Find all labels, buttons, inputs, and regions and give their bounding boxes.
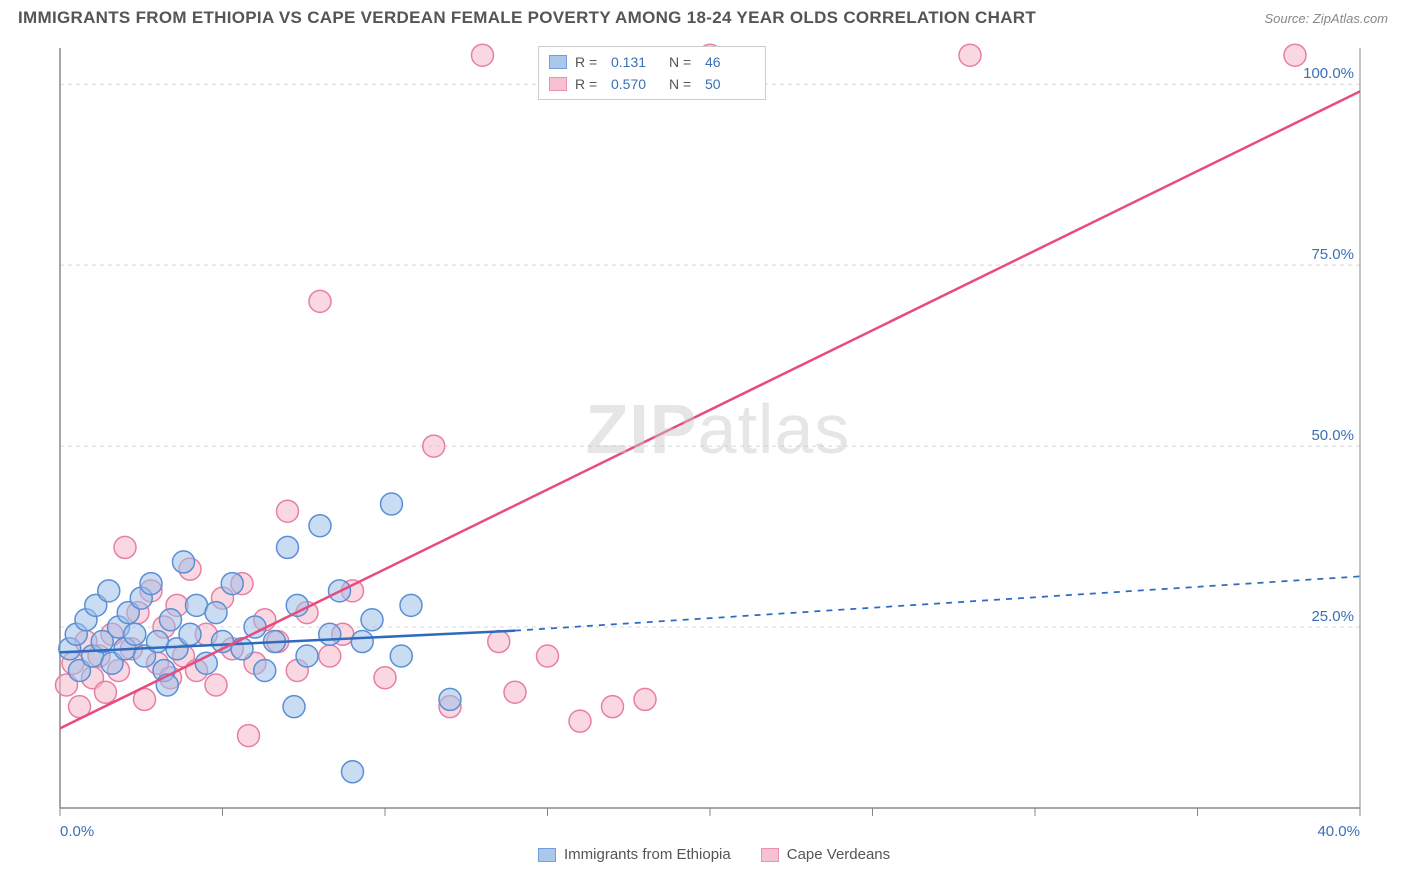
svg-text:25.0%: 25.0% xyxy=(1311,608,1354,625)
legend-item: Immigrants from Ethiopia xyxy=(538,846,731,863)
svg-text:50.0%: 50.0% xyxy=(1311,427,1354,444)
scatter-plot: 25.0%50.0%75.0%100.0%0.0%40.0% ZIPatlas … xyxy=(48,40,1388,850)
legend-item: Cape Verdeans xyxy=(761,846,890,863)
legend-swatch xyxy=(549,77,567,91)
svg-text:75.0%: 75.0% xyxy=(1311,246,1354,263)
correlation-legend: R =0.131N =46R =0.570N =50 xyxy=(538,46,766,100)
chart-title: IMMIGRANTS FROM ETHIOPIA VS CAPE VERDEAN… xyxy=(18,8,1036,28)
svg-text:0.0%: 0.0% xyxy=(60,823,94,840)
svg-text:100.0%: 100.0% xyxy=(1303,65,1354,82)
source-attribution: Source: ZipAtlas.com xyxy=(1264,11,1388,26)
svg-text:40.0%: 40.0% xyxy=(1317,823,1360,840)
legend-swatch xyxy=(549,55,567,69)
chart-svg: 25.0% 50.0% 75.0% 100.0% 0.0% 40.0% xyxy=(48,40,1388,850)
series-legend: Immigrants from Ethiopia Cape Verdeans xyxy=(538,846,890,863)
